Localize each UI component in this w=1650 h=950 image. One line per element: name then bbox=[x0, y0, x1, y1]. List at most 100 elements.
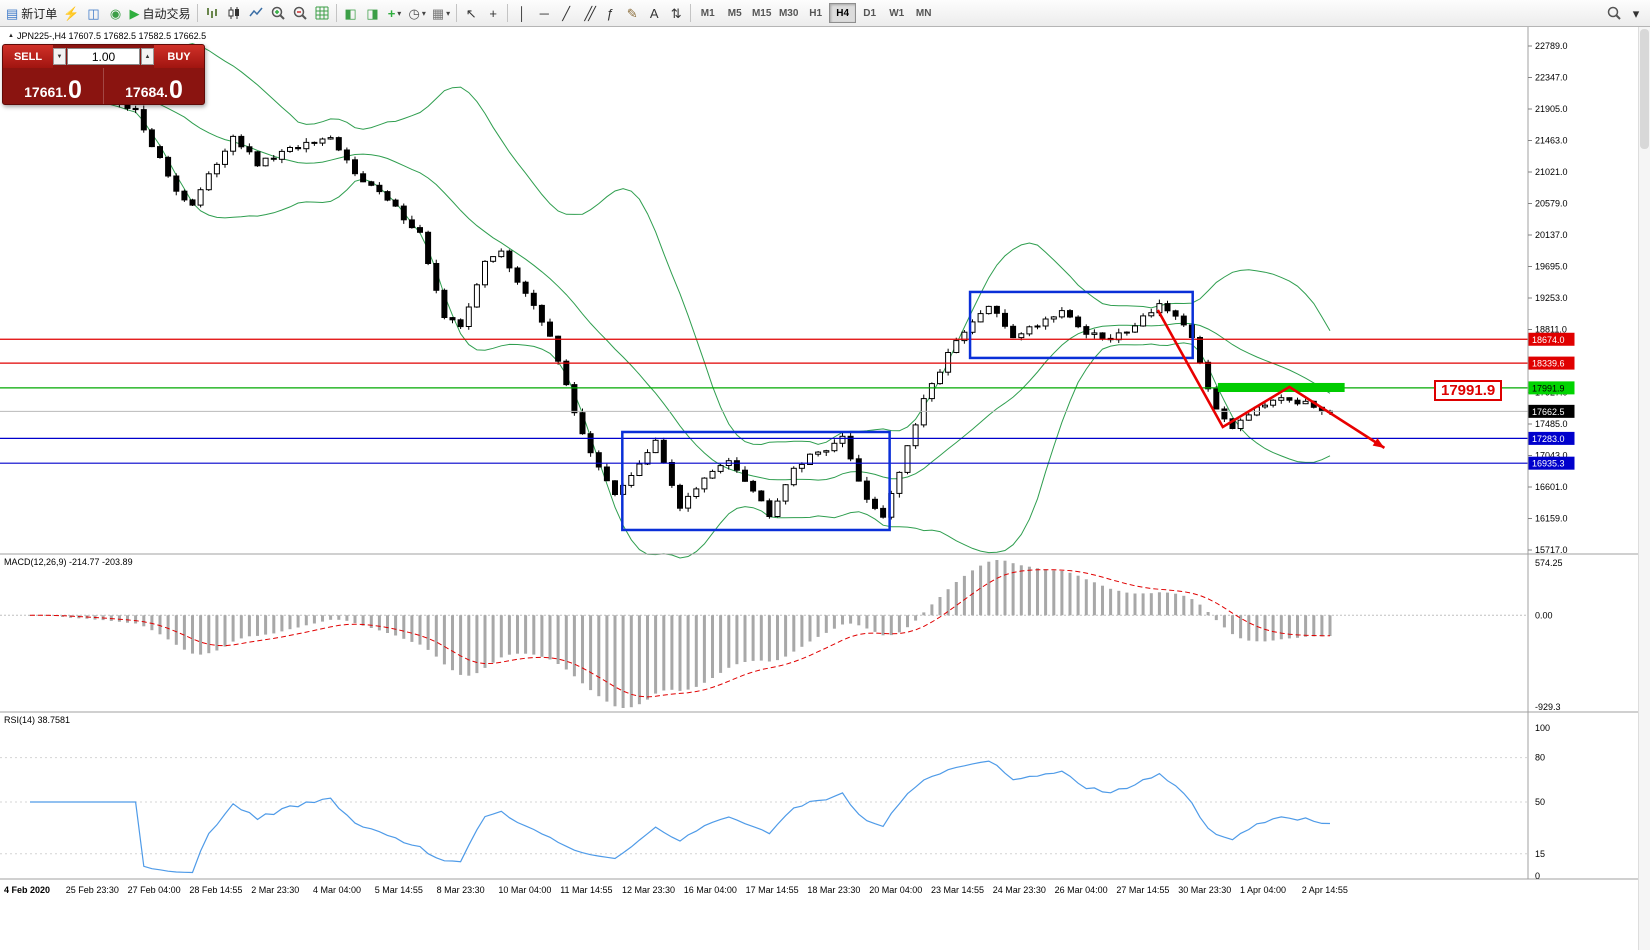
indicators-button[interactable]: + ▾ bbox=[384, 2, 406, 24]
svg-text:24 Mar 23:30: 24 Mar 23:30 bbox=[993, 885, 1046, 895]
svg-text:16935.3: 16935.3 bbox=[1532, 459, 1565, 469]
scale-label-17283.0[interactable] bbox=[1528, 431, 1575, 445]
volume-input[interactable] bbox=[68, 49, 139, 64]
svg-text:50: 50 bbox=[1535, 797, 1545, 807]
timeframe-M5[interactable]: M5 bbox=[727, 7, 742, 19]
new-order-button[interactable]: ▤ 新订单 bbox=[3, 2, 60, 24]
arrows-icon: ⇅ bbox=[670, 5, 682, 21]
search-button[interactable] bbox=[1603, 2, 1625, 24]
bollinger-bands bbox=[37, 43, 1331, 559]
macd-histogram bbox=[28, 560, 1332, 708]
vertical-scrollbar[interactable] bbox=[1638, 27, 1650, 950]
caret-down-icon: ▾ bbox=[421, 8, 426, 18]
trendline-button[interactable]: ╱ bbox=[555, 2, 577, 24]
buy-price-main: 17684. bbox=[125, 83, 168, 100]
panel-separators bbox=[0, 27, 1650, 880]
svg-text:12 Mar 23:30: 12 Mar 23:30 bbox=[622, 885, 675, 895]
channel-button[interactable]: ╱╱ bbox=[577, 2, 599, 24]
trend-arrow-head bbox=[1372, 438, 1385, 448]
toolbar-separator bbox=[507, 4, 509, 22]
templates-button[interactable]: ▦ ▾ bbox=[429, 2, 453, 24]
rsi-label: RSI(14) 38.7581 bbox=[4, 715, 71, 725]
svg-text:16159.0: 16159.0 bbox=[1535, 514, 1568, 524]
svg-text:4 Mar 04:00: 4 Mar 04:00 bbox=[313, 885, 361, 895]
scale-label-18674.0[interactable] bbox=[1528, 332, 1575, 346]
svg-text:22789.0: 22789.0 bbox=[1535, 41, 1568, 51]
svg-text:27 Mar 14:55: 27 Mar 14:55 bbox=[1116, 885, 1169, 895]
svg-text:17991.9: 17991.9 bbox=[1532, 383, 1565, 393]
timeframe-MN[interactable]: MN bbox=[915, 7, 932, 19]
volume-field-wrap bbox=[67, 48, 140, 65]
text-button[interactable]: A bbox=[643, 2, 665, 24]
svg-text:17043.0: 17043.0 bbox=[1535, 451, 1568, 461]
svg-text:2 Apr 14:55: 2 Apr 14:55 bbox=[1302, 885, 1348, 895]
templates-icon: ▦ bbox=[431, 5, 445, 21]
sell-button[interactable]: SELL bbox=[3, 45, 53, 68]
buy-button[interactable]: BUY bbox=[154, 45, 204, 68]
price-annotation-17991[interactable]: 17991.9 bbox=[1434, 380, 1503, 401]
trend-arrow[interactable] bbox=[1156, 309, 1386, 449]
range-box-2[interactable] bbox=[968, 290, 1194, 360]
autotrade-icon: ▶ bbox=[129, 5, 140, 21]
scrollbar-thumb[interactable] bbox=[1640, 29, 1649, 149]
candle-chart-button[interactable] bbox=[223, 2, 245, 24]
trade-panel-prices: 17661. 0 17684. 0 bbox=[3, 68, 204, 104]
fibonacci-button[interactable]: ƒ bbox=[599, 2, 621, 24]
range-box-1[interactable] bbox=[621, 430, 891, 532]
buy-price[interactable]: 17684. 0 bbox=[103, 68, 204, 104]
timeframe-H1[interactable]: H1 bbox=[809, 7, 823, 19]
quick-trade-icon-button[interactable]: ⚡ bbox=[60, 2, 82, 24]
timeframe-M30[interactable]: M30 bbox=[778, 7, 799, 19]
volume-decrease-button[interactable]: ▼ bbox=[53, 48, 66, 65]
toolbar-separator bbox=[196, 4, 198, 22]
timeframe-M1[interactable]: M1 bbox=[700, 7, 715, 19]
svg-text:28 Feb 14:55: 28 Feb 14:55 bbox=[189, 885, 242, 895]
zoom-in-button[interactable] bbox=[267, 2, 289, 24]
scale-label-16935.3[interactable] bbox=[1528, 456, 1575, 470]
zoomout-icon bbox=[293, 6, 307, 20]
timeframe-D1[interactable]: D1 bbox=[863, 7, 877, 19]
svg-text:15: 15 bbox=[1535, 849, 1545, 859]
market-watch-icon: ◉ bbox=[109, 5, 122, 21]
bid-price-label[interactable] bbox=[1528, 404, 1575, 418]
svg-text:17662.5: 17662.5 bbox=[1532, 407, 1565, 417]
svg-text:21021.0: 21021.0 bbox=[1535, 167, 1568, 177]
market-watch-button[interactable]: ◉ bbox=[105, 2, 127, 24]
arrows-button[interactable]: ⇅ bbox=[665, 2, 687, 24]
cascade-windows-button[interactable]: ◨ bbox=[362, 2, 384, 24]
time-axis[interactable]: 4 Feb 2020 25 Feb 23:30 27 Feb 04:00 28 Feb… bbox=[4, 885, 1348, 895]
support-zone-highlight[interactable] bbox=[1217, 382, 1345, 393]
price-scale[interactable]: 22789.0 22347.0 21905.0 21463.0 21021.0 20579… bbox=[1528, 41, 1575, 555]
grid-button[interactable] bbox=[311, 2, 333, 24]
periods-button[interactable]: ◷ ▾ bbox=[406, 2, 429, 24]
vertical-line-button[interactable]: │ bbox=[511, 2, 533, 24]
cursor-button[interactable]: ↖ bbox=[460, 2, 482, 24]
toolbar-more-button[interactable]: ▾ bbox=[1625, 2, 1647, 24]
volume-increase-button[interactable]: ▲ bbox=[141, 48, 154, 65]
timeframe-H4[interactable]: H4 bbox=[829, 3, 857, 23]
horizontal-line-button[interactable]: ─ bbox=[533, 2, 555, 24]
bollinger-lower-band bbox=[37, 83, 1331, 559]
svg-text:17283.0: 17283.0 bbox=[1532, 434, 1565, 444]
svg-text:17 Mar 14:55: 17 Mar 14:55 bbox=[746, 885, 799, 895]
zoom-out-button[interactable] bbox=[289, 2, 311, 24]
sell-price[interactable]: 17661. 0 bbox=[3, 68, 103, 104]
scale-label-17991.9[interactable] bbox=[1528, 381, 1575, 395]
tile-windows-button[interactable]: ◧ bbox=[340, 2, 362, 24]
shapes-button[interactable]: ✎ bbox=[621, 2, 643, 24]
bar-chart-button[interactable] bbox=[201, 2, 223, 24]
crosshair-button[interactable]: + bbox=[482, 2, 504, 24]
autotrade-button-label: 自动交易 bbox=[142, 6, 191, 21]
autotrade-button[interactable]: ▶ 自动交易 bbox=[127, 2, 194, 24]
drawn-objects[interactable] bbox=[621, 290, 1386, 532]
profiles-button[interactable]: ◫ bbox=[83, 2, 105, 24]
svg-text:19695.0: 19695.0 bbox=[1535, 262, 1568, 272]
scale-label-18339.6[interactable] bbox=[1528, 356, 1575, 370]
channel-icon: ╱╱ bbox=[584, 5, 595, 21]
timeframe-W1[interactable]: W1 bbox=[889, 7, 905, 19]
svg-text:18674.0: 18674.0 bbox=[1532, 335, 1565, 345]
svg-text:0.00: 0.00 bbox=[1535, 610, 1553, 620]
line-chart-button[interactable] bbox=[245, 2, 267, 24]
timeframe-M15[interactable]: M15 bbox=[751, 7, 772, 19]
